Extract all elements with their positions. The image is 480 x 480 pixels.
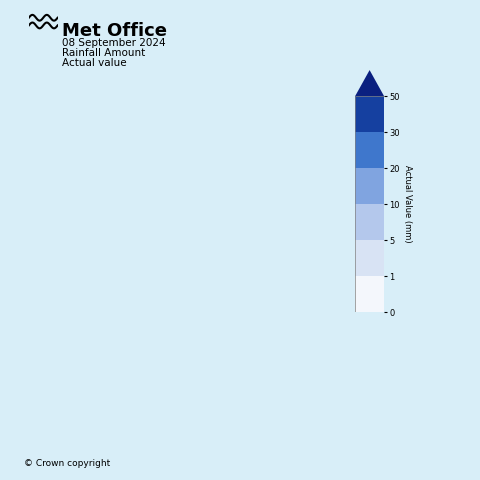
Text: 08 September 2024: 08 September 2024	[62, 38, 166, 48]
Bar	[355, 204, 384, 240]
Text: © Crown copyright: © Crown copyright	[24, 459, 110, 468]
Bar	[355, 168, 384, 204]
Bar	[355, 132, 384, 168]
Bar	[355, 240, 384, 276]
Polygon shape	[355, 70, 384, 96]
Text: Rainfall Amount: Rainfall Amount	[62, 48, 145, 58]
Bar	[355, 276, 384, 312]
Bar	[355, 96, 384, 132]
Text: Actual value: Actual value	[62, 58, 127, 68]
Text: Met Office: Met Office	[62, 22, 168, 40]
Text: Actual Value (mm): Actual Value (mm)	[403, 165, 411, 243]
